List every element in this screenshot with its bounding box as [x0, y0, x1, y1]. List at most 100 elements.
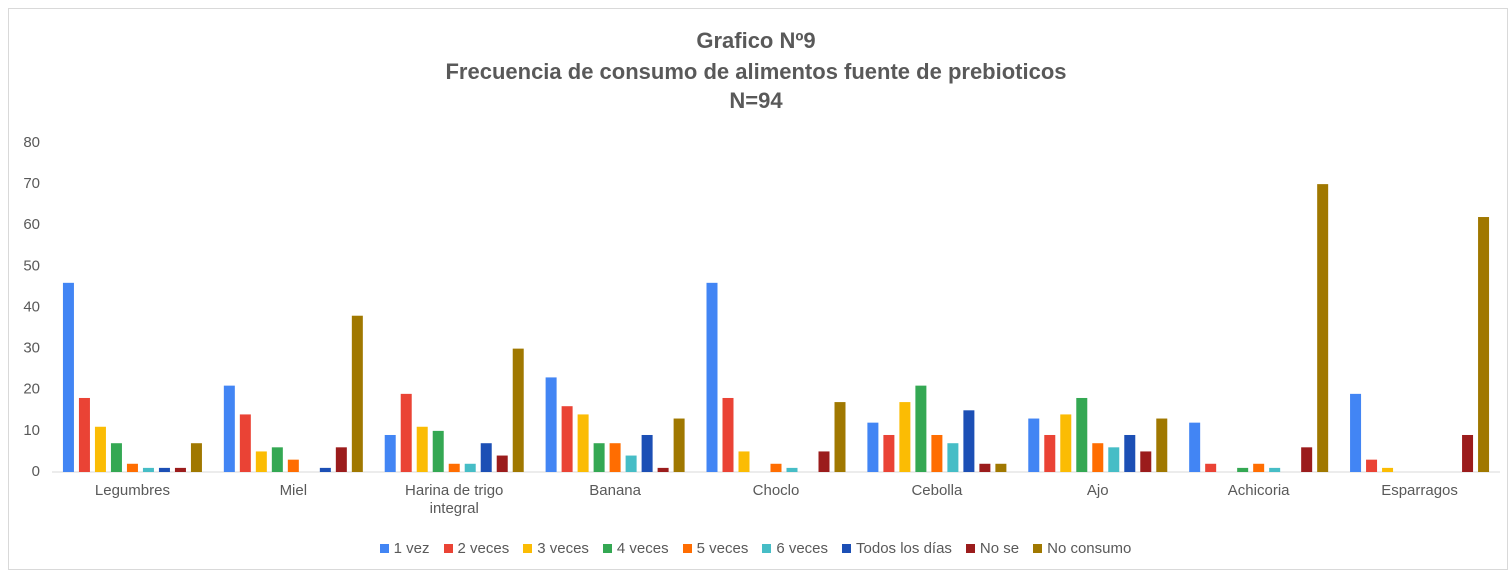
legend-item: 4 veces: [602, 540, 669, 557]
legend-label: 5 veces: [696, 540, 749, 557]
bar: [786, 467, 798, 472]
legend-item: 3 veces: [523, 540, 589, 557]
x-tick-label: Achicoria: [1227, 482, 1290, 499]
bar: [722, 397, 734, 472]
legend-item: Todos los días: [842, 540, 952, 557]
chart-subtitle: Frecuencia de consumo de alimentos fuent…: [445, 59, 1066, 84]
bar: [496, 455, 508, 472]
bar: [287, 459, 299, 472]
bar: [931, 434, 943, 472]
bar: [673, 418, 685, 472]
legend-swatch: [1033, 544, 1043, 553]
legend-item: No consumo: [1033, 540, 1131, 557]
bar: [271, 447, 283, 472]
legend-item: No se: [965, 540, 1020, 557]
bar: [947, 443, 959, 472]
x-tick-label: Banana: [589, 482, 641, 499]
bar: [915, 385, 927, 472]
bar: [1478, 217, 1490, 472]
bar: [1269, 467, 1281, 472]
bar: [142, 467, 154, 472]
bar: [1366, 459, 1378, 472]
bar: [126, 463, 138, 472]
legend-swatch: [602, 544, 612, 553]
x-tick-label: Legumbres: [94, 482, 170, 499]
legend-item: 5 veces: [682, 540, 749, 557]
bar: [899, 402, 911, 472]
bar: [174, 467, 186, 472]
y-tick-label: 40: [23, 298, 40, 315]
bar: [1156, 418, 1168, 472]
x-tick-label: Miel: [279, 482, 308, 499]
bar: [738, 451, 750, 472]
bar: [979, 463, 991, 472]
bar: [1350, 393, 1362, 472]
legend-swatch: [965, 544, 975, 553]
bar: [995, 463, 1007, 472]
legend-label: 4 veces: [616, 540, 669, 557]
bar: [1237, 467, 1249, 472]
bar: [1382, 467, 1394, 472]
bar: [609, 443, 621, 472]
bar: [625, 455, 637, 472]
legend-label: No se: [979, 540, 1020, 557]
legend-label: Todos los días: [856, 540, 952, 557]
bar: [963, 410, 975, 472]
bar: [770, 463, 782, 472]
bar: [1028, 418, 1040, 472]
bar: [593, 443, 605, 472]
bar: [400, 393, 412, 472]
bar: [480, 443, 492, 472]
bar: [834, 402, 846, 472]
bar: [1189, 422, 1201, 472]
bar: [94, 426, 106, 472]
bar: [1301, 447, 1313, 472]
legend-label: 2 veces: [457, 540, 510, 557]
x-tick-label: Choclo: [752, 482, 800, 499]
bar: [78, 397, 90, 472]
bar: [561, 406, 573, 472]
bar: [577, 414, 589, 472]
y-tick-label: 60: [23, 216, 40, 233]
bar: [545, 377, 557, 472]
x-tick-label: Esparragos: [1381, 482, 1458, 499]
bar: [1205, 463, 1217, 472]
bar: [239, 414, 251, 472]
y-tick-label: 10: [23, 422, 40, 439]
bar: [384, 434, 396, 472]
x-tick-label: Cebolla: [911, 482, 963, 499]
chart-frame: [8, 8, 1508, 570]
y-tick-label: 30: [23, 340, 40, 357]
legend-item: 6 veces: [762, 540, 828, 557]
legend-label: 1 vez: [393, 540, 430, 557]
x-tick-label: Ajo: [1086, 482, 1109, 499]
bar: [867, 422, 879, 472]
bar: [223, 385, 235, 472]
bar: [190, 443, 202, 472]
legend-label: No consumo: [1047, 540, 1132, 557]
legend-swatch: [682, 544, 692, 553]
y-tick-label: 70: [23, 175, 40, 192]
bar: [319, 467, 331, 472]
bar: [351, 315, 363, 472]
bar: [255, 451, 267, 472]
legend: 1 vez 2 veces 3 veces 4 veces 5 veces 6 veces…: [0, 540, 1511, 557]
bar: [448, 463, 460, 472]
legend-item: 2 veces: [443, 540, 510, 557]
bar: [883, 434, 895, 472]
chart-note: N=94: [729, 88, 783, 113]
bar: [1044, 434, 1056, 472]
legend-swatch: [842, 544, 852, 553]
bar: [1317, 184, 1329, 472]
bar: [1462, 434, 1474, 472]
bar: [818, 451, 830, 472]
legend-label: 3 veces: [537, 540, 589, 557]
bar: [110, 443, 122, 472]
legend-swatch: [379, 544, 389, 553]
bar: [1140, 451, 1152, 472]
bar: [512, 348, 524, 472]
bar: [1092, 443, 1104, 472]
bar: [464, 463, 476, 472]
